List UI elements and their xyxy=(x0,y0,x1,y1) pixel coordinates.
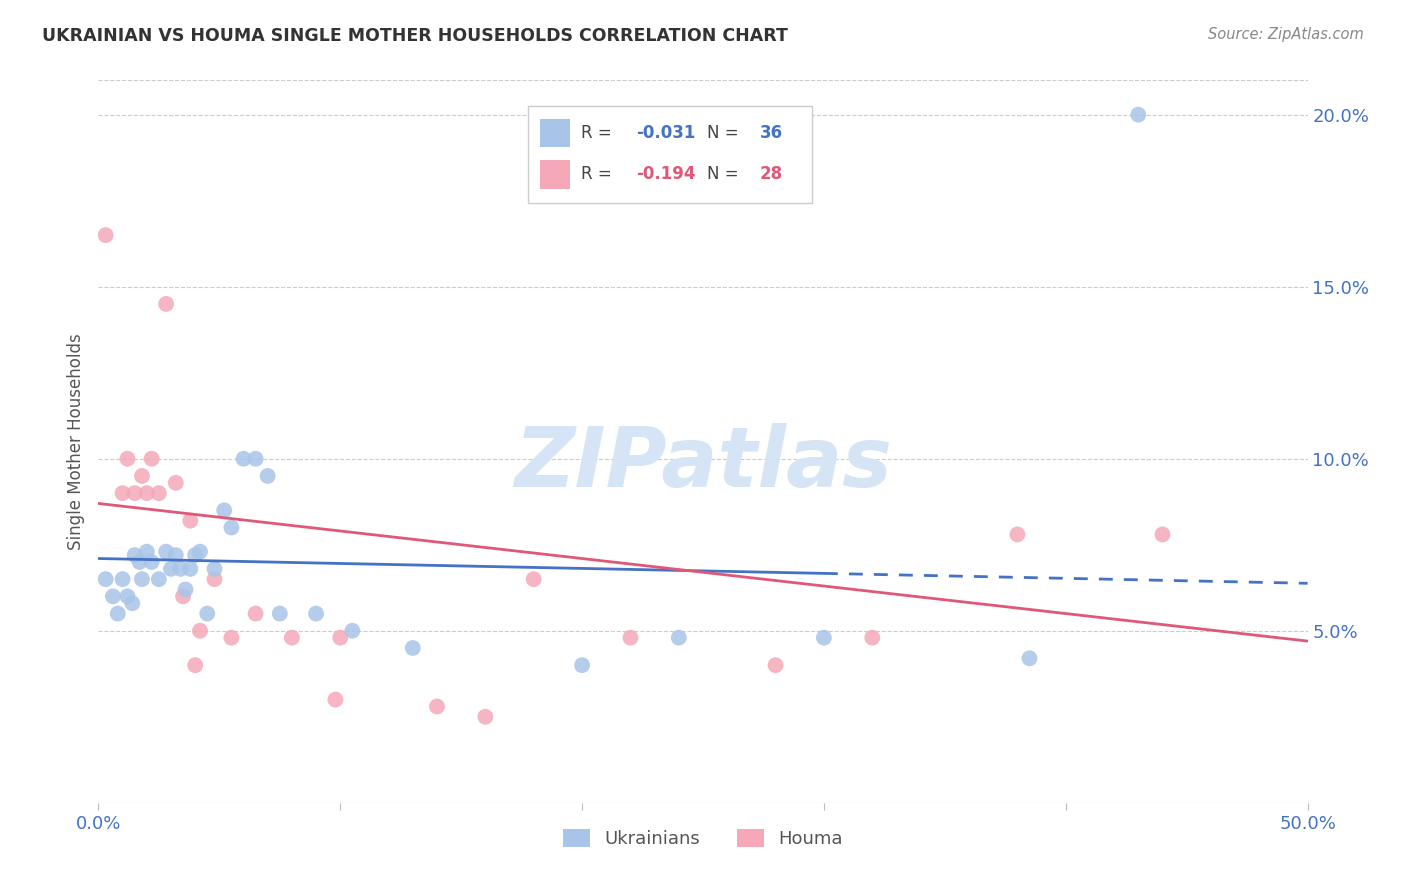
Point xyxy=(160,562,183,576)
Point xyxy=(1128,108,1150,122)
Point xyxy=(256,469,278,483)
Point xyxy=(174,582,197,597)
Legend: Ukrainians, Houma: Ukrainians, Houma xyxy=(555,822,851,855)
Point xyxy=(305,607,328,621)
Point xyxy=(329,631,352,645)
Point xyxy=(281,631,304,645)
Point xyxy=(165,548,187,562)
Point xyxy=(148,486,170,500)
Point xyxy=(204,562,226,576)
Point xyxy=(860,631,883,645)
Point xyxy=(148,572,170,586)
Point xyxy=(325,692,347,706)
FancyBboxPatch shape xyxy=(527,105,811,203)
Point xyxy=(221,520,243,534)
Point xyxy=(184,658,207,673)
Point xyxy=(1007,527,1029,541)
Point xyxy=(342,624,364,638)
Point xyxy=(172,590,194,604)
Point xyxy=(188,624,211,638)
Point xyxy=(184,548,207,562)
Point xyxy=(1018,651,1040,665)
Text: N =: N = xyxy=(707,165,744,183)
Point xyxy=(668,631,690,645)
Point xyxy=(111,486,134,500)
Point xyxy=(128,555,150,569)
Point xyxy=(619,631,641,645)
Point xyxy=(131,572,153,586)
Point xyxy=(426,699,449,714)
Text: ZIPatlas: ZIPatlas xyxy=(515,423,891,504)
Text: -0.031: -0.031 xyxy=(637,124,696,142)
Point xyxy=(221,631,243,645)
Point xyxy=(117,590,139,604)
Text: -0.194: -0.194 xyxy=(637,165,696,183)
Text: R =: R = xyxy=(581,124,617,142)
Point xyxy=(571,658,593,673)
Text: N =: N = xyxy=(707,124,744,142)
Point xyxy=(179,514,201,528)
Point xyxy=(155,297,177,311)
Point xyxy=(813,631,835,645)
Point xyxy=(94,572,117,586)
Point xyxy=(124,486,146,500)
Point xyxy=(107,607,129,621)
Point xyxy=(765,658,787,673)
Point xyxy=(523,572,546,586)
Text: Source: ZipAtlas.com: Source: ZipAtlas.com xyxy=(1208,27,1364,42)
Point xyxy=(474,710,496,724)
Y-axis label: Single Mother Households: Single Mother Households xyxy=(66,334,84,549)
Point xyxy=(141,555,163,569)
Point xyxy=(131,469,153,483)
Text: R =: R = xyxy=(581,165,617,183)
Point xyxy=(101,590,124,604)
Point xyxy=(402,640,425,655)
Point xyxy=(155,544,177,558)
Point xyxy=(124,548,146,562)
Point xyxy=(179,562,201,576)
Point xyxy=(212,503,235,517)
Point xyxy=(188,544,211,558)
Point xyxy=(169,562,191,576)
Point xyxy=(94,228,117,243)
Point xyxy=(245,607,267,621)
Point xyxy=(195,607,218,621)
Bar xyxy=(540,119,569,147)
Point xyxy=(135,486,157,500)
Point xyxy=(232,451,254,466)
Point xyxy=(117,451,139,466)
Text: UKRAINIAN VS HOUMA SINGLE MOTHER HOUSEHOLDS CORRELATION CHART: UKRAINIAN VS HOUMA SINGLE MOTHER HOUSEHO… xyxy=(42,27,787,45)
Point xyxy=(165,475,187,490)
Point xyxy=(135,544,157,558)
Point xyxy=(141,451,163,466)
Point xyxy=(204,572,226,586)
Point xyxy=(121,596,143,610)
Point xyxy=(111,572,134,586)
Point xyxy=(245,451,267,466)
Point xyxy=(269,607,291,621)
Bar xyxy=(540,160,569,189)
Text: 36: 36 xyxy=(759,124,783,142)
Text: 28: 28 xyxy=(759,165,783,183)
Point xyxy=(1152,527,1174,541)
